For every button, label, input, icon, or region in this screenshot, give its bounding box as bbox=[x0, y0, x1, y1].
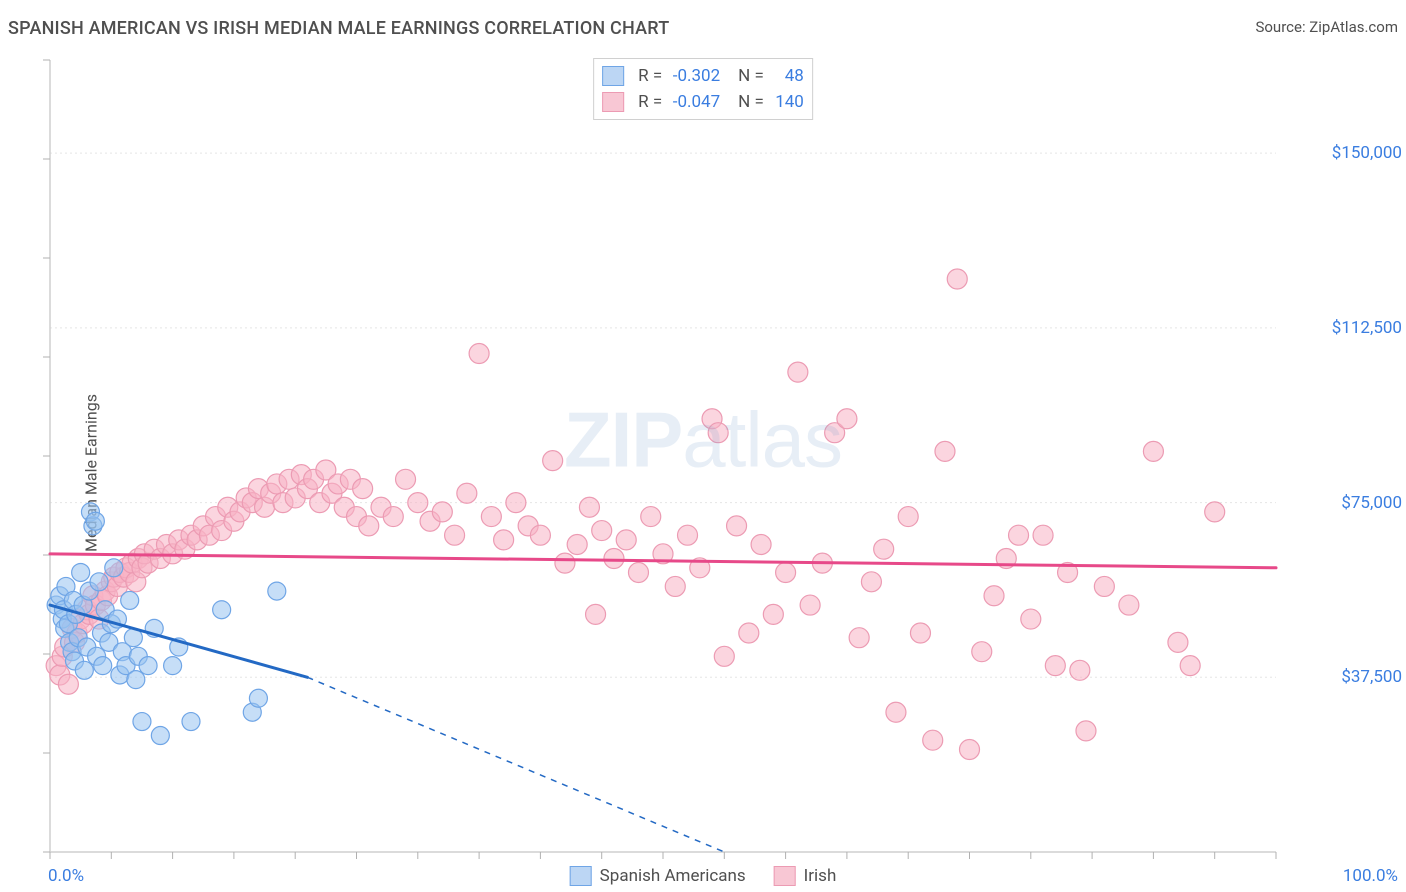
r-value: -0.047 bbox=[666, 89, 720, 115]
y-tick-label: $150,000 bbox=[1332, 143, 1402, 163]
y-tick-label: $112,500 bbox=[1332, 318, 1402, 338]
chart-source: Source: ZipAtlas.com bbox=[1255, 18, 1398, 39]
legend-swatch bbox=[602, 92, 624, 112]
plot-wrapper: Median Male Earnings bbox=[0, 54, 1406, 892]
r-value: -0.302 bbox=[666, 63, 720, 89]
n-value: 48 bbox=[768, 63, 804, 89]
r-label: R = bbox=[638, 63, 662, 89]
legend-stats-row: R =-0.047 N =140 bbox=[602, 89, 804, 115]
correlation-legend: R =-0.302 N =48 R =-0.047 N =140 bbox=[593, 58, 813, 120]
legend-item: Spanish Americans bbox=[570, 866, 746, 886]
r-label: R = bbox=[638, 89, 662, 115]
n-value: 140 bbox=[768, 89, 804, 115]
legend-label: Irish bbox=[804, 866, 837, 886]
chart-svg bbox=[40, 54, 1366, 892]
x-axis-min-label: 0.0% bbox=[48, 866, 84, 886]
n-label: N = bbox=[738, 89, 764, 115]
legend-label: Spanish Americans bbox=[600, 866, 746, 886]
series-legend: Spanish Americans Irish bbox=[570, 866, 837, 886]
chart-title: SPANISH AMERICAN VS IRISH MEDIAN MALE EA… bbox=[8, 18, 669, 39]
y-tick-label: $37,500 bbox=[1341, 667, 1402, 687]
legend-stats-row: R =-0.302 N =48 bbox=[602, 63, 804, 89]
x-axis-max-label: 100.0% bbox=[1343, 866, 1398, 886]
legend-swatch bbox=[774, 866, 796, 886]
legend-swatch bbox=[570, 866, 592, 886]
n-label: N = bbox=[738, 63, 764, 89]
legend-item: Irish bbox=[774, 866, 837, 886]
legend-swatch bbox=[602, 66, 624, 86]
y-tick-label: $75,000 bbox=[1341, 493, 1402, 513]
chart-header: SPANISH AMERICAN VS IRISH MEDIAN MALE EA… bbox=[0, 18, 1406, 39]
